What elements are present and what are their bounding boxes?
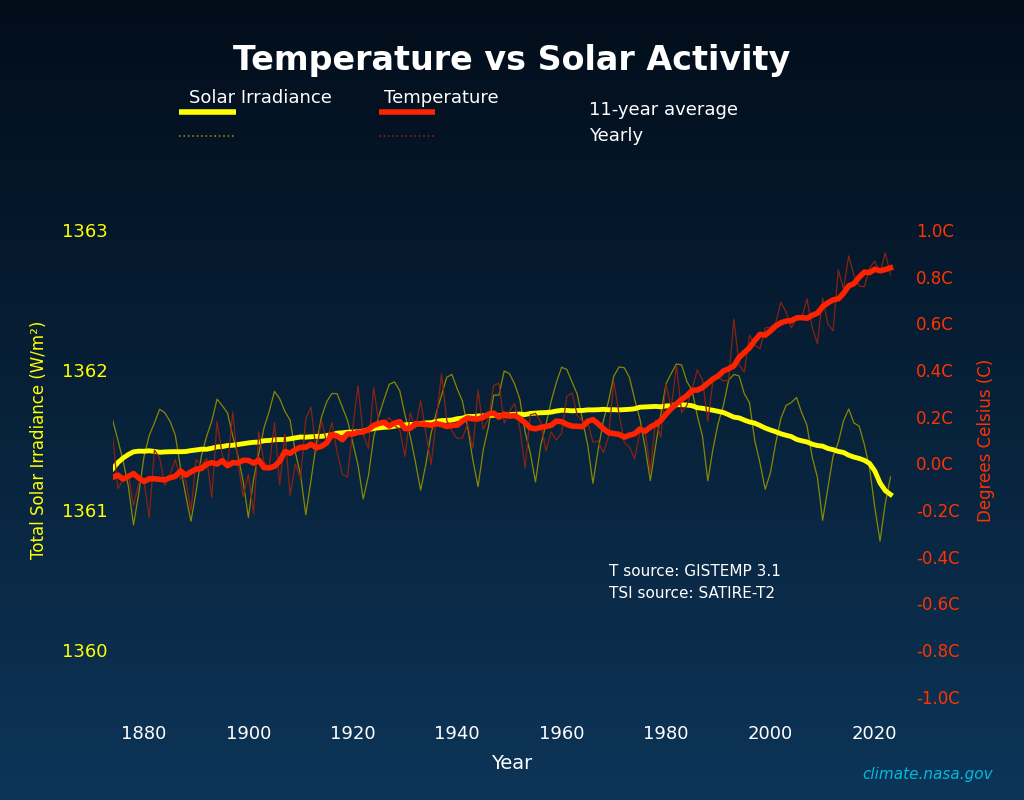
- Text: Yearly: Yearly: [589, 127, 643, 145]
- Y-axis label: Degrees Celsius (C): Degrees Celsius (C): [977, 358, 994, 522]
- Text: Solar Irradiance: Solar Irradiance: [189, 89, 333, 106]
- Text: Temperature: Temperature: [384, 89, 499, 106]
- Text: T source: GISTEMP 3.1
TSI source: SATIRE-T2: T source: GISTEMP 3.1 TSI source: SATIRE…: [609, 564, 781, 602]
- Text: Temperature vs Solar Activity: Temperature vs Solar Activity: [233, 44, 791, 77]
- Text: 11-year average: 11-year average: [589, 102, 738, 119]
- Text: climate.nasa.gov: climate.nasa.gov: [862, 767, 993, 782]
- Y-axis label: Total Solar Irradiance (W/m²): Total Solar Irradiance (W/m²): [30, 321, 48, 559]
- X-axis label: Year: Year: [492, 754, 532, 773]
